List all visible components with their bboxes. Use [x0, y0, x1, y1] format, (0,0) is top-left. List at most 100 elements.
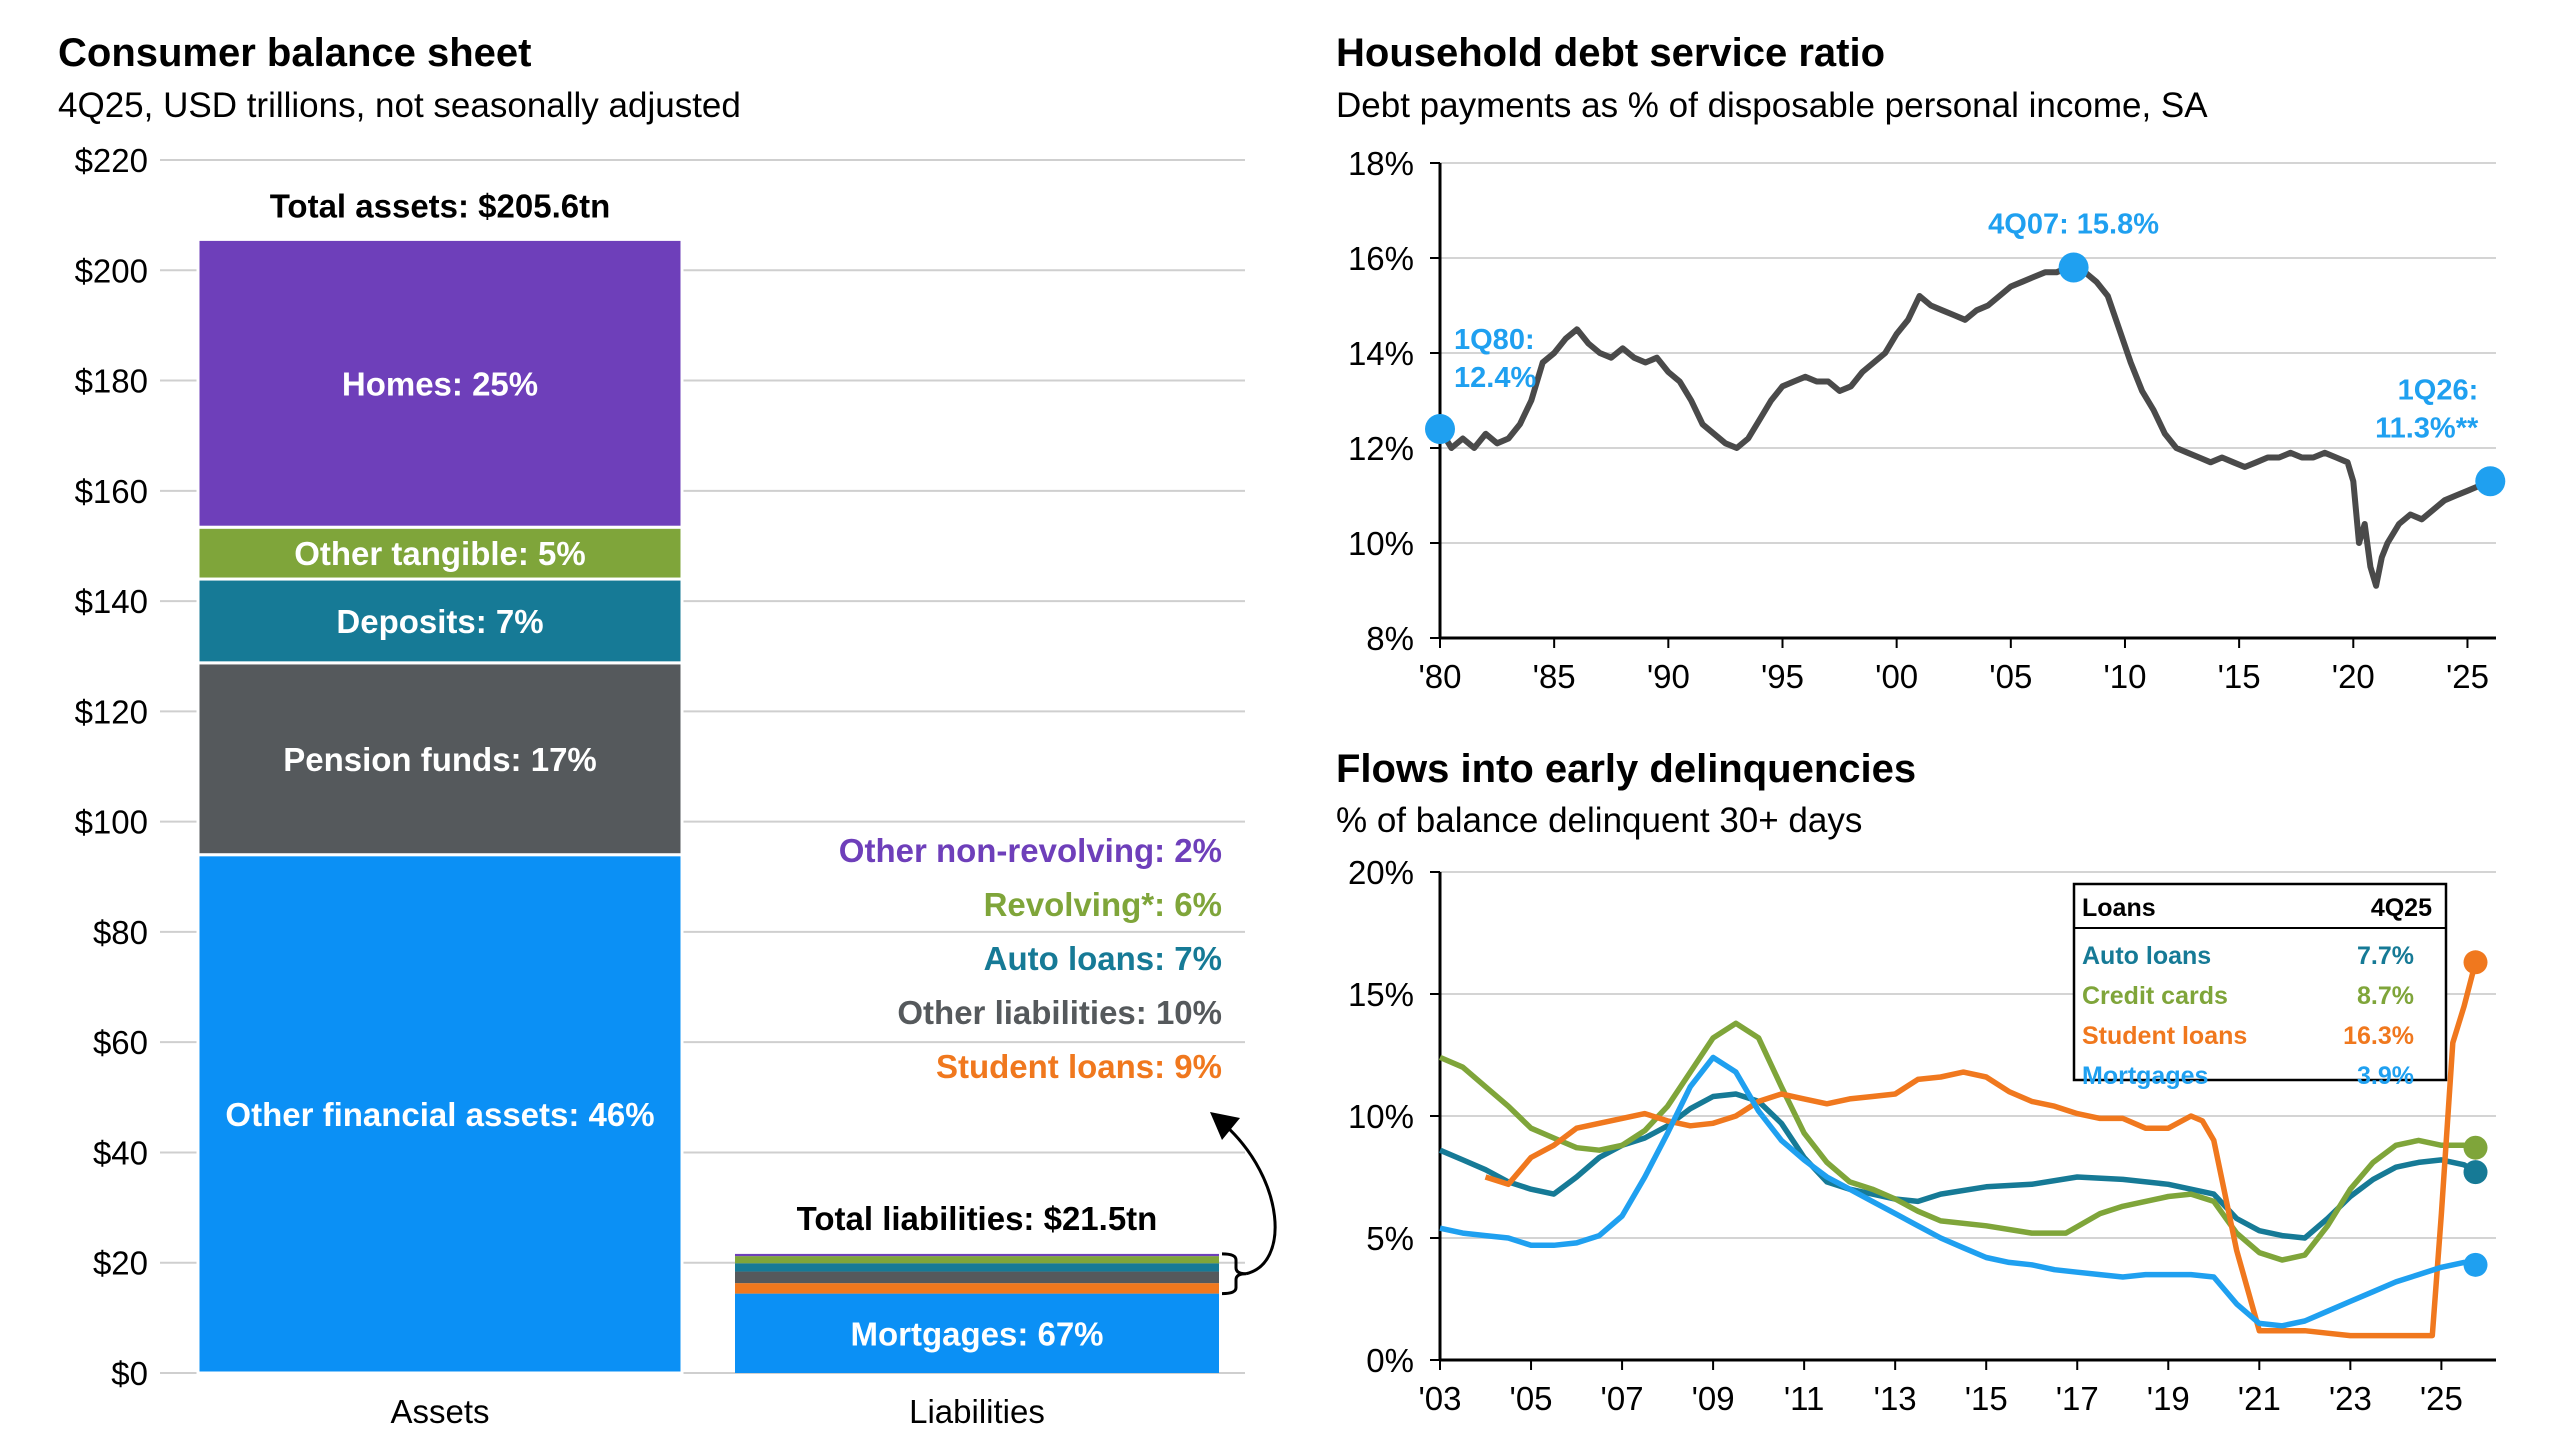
y-tick-label: $80	[93, 914, 148, 951]
x-tick-label: '13	[1874, 1380, 1917, 1417]
debt-service-gridlines	[1440, 162, 2496, 544]
legend-header-period: 4Q25	[2371, 894, 2432, 922]
delinquency-chart: Flows into early delinquencies % of bala…	[1336, 747, 2496, 1417]
x-tick-label: '25	[2420, 1380, 2463, 1417]
arrow-head	[1210, 1112, 1240, 1140]
asset-segment-other-financial-assets	[196, 853, 684, 1375]
liability-segment-other-liabilities	[735, 1271, 1219, 1284]
series-end-marker	[2463, 1160, 2488, 1185]
x-tick-label: '15	[2218, 658, 2261, 695]
x-tick-label: '07	[1601, 1380, 1644, 1417]
annotation-marker	[1425, 414, 1455, 444]
delinquency-axes: 0% 5% 10% 15% 20% '03 '05 '07 '09 '11 '13 '15 '17 '19…	[1348, 854, 2496, 1417]
debt-service-title: Household debt service ratio	[1336, 31, 1885, 75]
debt-service-axes: 8% 10% 12% 14% 16% 18% '80 '85 '90 '95 '00 '05 '10 '1…	[1348, 145, 2496, 695]
series-end-marker	[2463, 950, 2488, 975]
liability-segment-label: Mortgages: 67%	[850, 1315, 1103, 1352]
debt-service-series	[1437, 264, 2492, 589]
y-tick-label: $120	[75, 693, 148, 730]
balance-sheet-bars	[196, 237, 1219, 1375]
asset-segment-pension-funds	[196, 661, 684, 857]
debt-service-annotations: 1Q80: 12.4% 4Q07: 15.8% 1Q26: 11.3%**	[1425, 209, 2506, 497]
bracket	[1221, 1252, 1247, 1296]
asset-segment-homes	[196, 237, 684, 529]
x-tick-label: '90	[1647, 658, 1690, 695]
balance-sheet-y-axis: $0 $20 $40 $60 $80 $100 $120 $140 $160 $180 $200 $2…	[75, 142, 148, 1392]
x-tick-label: '03	[1418, 1380, 1461, 1417]
y-tick-label: 20%	[1348, 854, 1414, 891]
annotation-label: 11.3%**	[2375, 412, 2479, 444]
x-tick-label: '19	[2147, 1380, 2190, 1417]
x-tick-label: '21	[2238, 1380, 2281, 1417]
liability-side-label: Other non-revolving: 2%	[839, 832, 1222, 869]
legend-row-name: Mortgages	[2082, 1062, 2208, 1090]
x-tick-label: '85	[1533, 658, 1576, 695]
legend-row-name: Credit cards	[2082, 982, 2228, 1010]
liability-side-label: Revolving*: 6%	[984, 886, 1222, 923]
y-tick-label: 5%	[1366, 1220, 1414, 1257]
balance-sheet-title: Consumer balance sheet	[58, 31, 532, 75]
annotation-marker	[2058, 252, 2089, 283]
arrow-line	[1223, 1123, 1277, 1276]
liability-side-label: Other liabilities: 10%	[897, 994, 1222, 1031]
annotation-marker	[2475, 466, 2506, 497]
x-tick-label: '20	[2332, 658, 2375, 695]
y-tick-label: $0	[111, 1355, 148, 1392]
series-line-student-loans	[1484, 961, 2479, 1339]
annotation-label: 1Q80:	[1454, 324, 1535, 356]
liability-side-label: Auto loans: 7%	[984, 940, 1222, 977]
y-tick-label: 0%	[1366, 1342, 1414, 1379]
y-tick-label: $160	[75, 473, 148, 510]
delinquency-subtitle: % of balance delinquent 30+ days	[1336, 801, 1862, 840]
series-end-marker	[2463, 1252, 2488, 1277]
y-tick-label: 15%	[1348, 976, 1414, 1013]
series-line-credit-cards	[1438, 1020, 2477, 1263]
x-tick-label: '25	[2446, 658, 2489, 695]
liabilities-total-label: Total liabilities: $21.5tn	[797, 1200, 1158, 1237]
liability-segment-auto-loans	[735, 1263, 1219, 1272]
x-tick-label: '80	[1418, 658, 1461, 695]
delinquency-title: Flows into early delinquencies	[1336, 747, 1916, 791]
x-tick-label: '00	[1875, 658, 1918, 695]
x-tick-label: '95	[1761, 658, 1804, 695]
x-category-label: Liabilities	[909, 1393, 1045, 1430]
y-tick-label: $60	[93, 1024, 148, 1061]
asset-segment-label: Pension funds: 17%	[283, 741, 597, 778]
delinquency-legend: Loans 4Q25 Auto loans 7.7% Credit cards 8.7% S…	[2072, 882, 2448, 1090]
annotation-label: 12.4%	[1454, 362, 1536, 394]
liability-segment-other-non-revolving	[735, 1253, 1219, 1257]
legend-row-value: 16.3%	[2343, 1022, 2414, 1050]
annotation-label: 1Q26:	[2398, 374, 2479, 406]
y-tick-label: 8%	[1366, 620, 1414, 657]
x-tick-label: '09	[1692, 1380, 1735, 1417]
y-tick-label: $200	[75, 252, 148, 289]
debt-service-line	[1437, 264, 2492, 589]
x-tick-label: '15	[1965, 1380, 2008, 1417]
legend-row-value: 3.9%	[2357, 1062, 2414, 1090]
legend-row-value: 7.7%	[2357, 942, 2414, 970]
x-tick-label: '05	[1510, 1380, 1553, 1417]
y-tick-label: 12%	[1348, 430, 1414, 467]
balance-sheet-subtitle: 4Q25, USD trillions, not seasonally adju…	[58, 86, 741, 125]
asset-segment-label: Deposits: 7%	[336, 603, 543, 640]
legend-row-name: Student loans	[2082, 1022, 2247, 1050]
delinquency-series	[1438, 950, 2488, 1339]
balance-sheet-chart: Consumer balance sheet 4Q25, USD trillio…	[58, 31, 1277, 1430]
asset-segment-label: Other financial assets: 46%	[225, 1096, 654, 1133]
assets-total-label: Total assets: $205.6tn	[270, 187, 611, 224]
liability-segment-mortgages	[735, 1293, 1219, 1373]
x-tick-label: '17	[2056, 1380, 2099, 1417]
x-tick-label: '11	[1784, 1380, 1825, 1417]
y-tick-label: $140	[75, 583, 148, 620]
y-tick-label: $100	[75, 804, 148, 841]
legend-header-loans: Loans	[2082, 894, 2156, 922]
x-tick-label: '23	[2329, 1380, 2372, 1417]
y-tick-label: $40	[93, 1134, 148, 1171]
balance-sheet-labels: Other financial assets: 46% Pension funds…	[225, 187, 1277, 1430]
debt-service-chart: Household debt service ratio Debt paymen…	[1336, 31, 2506, 695]
series-end-marker	[2463, 1135, 2488, 1160]
x-category-label: Assets	[390, 1393, 489, 1430]
legend-row-value: 8.7%	[2357, 982, 2414, 1010]
legend-row-name: Auto loans	[2082, 942, 2211, 970]
